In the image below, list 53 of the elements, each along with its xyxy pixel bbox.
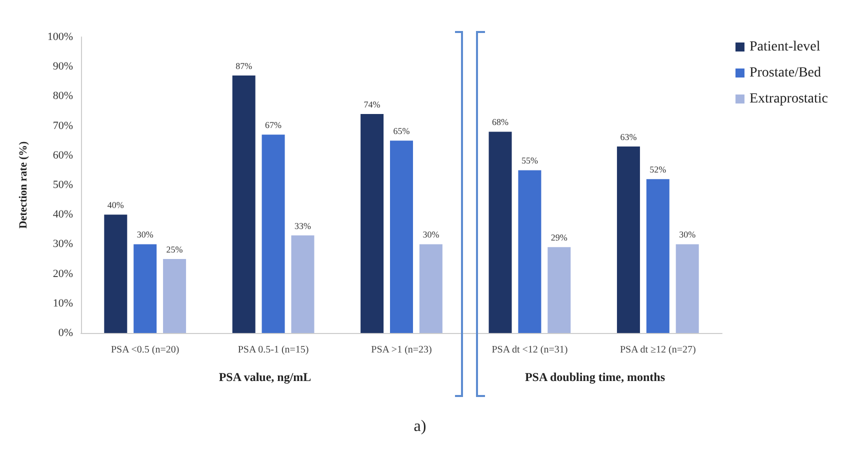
bar: [488, 132, 512, 333]
y-tick-label: 10%: [52, 297, 73, 310]
y-tick-label: 70%: [52, 120, 73, 132]
x-tick-label: PSA >1 (n=23): [371, 344, 432, 356]
y-tick-label: 50%: [52, 179, 73, 191]
data-label: 30%: [136, 230, 154, 240]
data-label: 63%: [620, 132, 638, 142]
bar: [676, 244, 699, 333]
x-tick-label: PSA 0.5-1 (n=15): [238, 344, 309, 356]
y-tick-label: 0%: [58, 327, 73, 339]
data-label: 30%: [679, 230, 696, 240]
data-label: 87%: [236, 60, 253, 71]
legend-label: Patient-level: [749, 40, 820, 54]
bar: [134, 244, 157, 333]
data-label: 33%: [294, 220, 312, 231]
bar: [390, 140, 413, 333]
data-label: 65%: [393, 126, 410, 136]
bar: [291, 235, 314, 333]
x-tick-label: PSA dt <12 (n=31): [492, 344, 568, 356]
data-label: 40%: [107, 200, 124, 210]
x-tick-label: PSA <0.5 (n=20): [110, 344, 180, 356]
y-tick-label: 30%: [52, 238, 73, 250]
data-label: 30%: [422, 230, 440, 240]
y-tick-label: 80%: [52, 90, 73, 102]
bar: [104, 214, 128, 333]
bar: [419, 244, 442, 333]
bar: [262, 134, 285, 333]
legend-label: Extraprostatic: [749, 92, 828, 106]
y-axis-title: Detection rate (%): [18, 141, 30, 229]
bar: [518, 170, 542, 333]
y-tick-label: 40%: [52, 208, 73, 221]
bar: [548, 247, 571, 333]
data-label: 29%: [550, 232, 568, 243]
text: PSA value, ng/mL: [218, 370, 312, 385]
legend-label: Prostate/Bed: [749, 66, 822, 80]
bar: [646, 179, 670, 333]
data-label: 74%: [364, 99, 381, 110]
y-tick-label: 90%: [52, 60, 73, 73]
text: a): [414, 418, 426, 436]
data-label: 68%: [492, 117, 510, 128]
bar: [616, 146, 640, 333]
data-label: 52%: [650, 164, 667, 175]
bar: [232, 75, 256, 333]
data-label: 67%: [265, 120, 282, 130]
text: PSA doubling time, months: [524, 370, 666, 385]
x-tick-label: PSA dt ≥12 (n=27): [620, 344, 696, 356]
y-tick-label: 20%: [52, 268, 73, 280]
bar: [163, 259, 186, 333]
data-label: 25%: [166, 244, 184, 254]
y-tick-label: 100%: [47, 31, 73, 43]
data-label: 55%: [521, 156, 538, 166]
bar: [360, 114, 384, 333]
y-tick-label: 60%: [52, 149, 73, 162]
